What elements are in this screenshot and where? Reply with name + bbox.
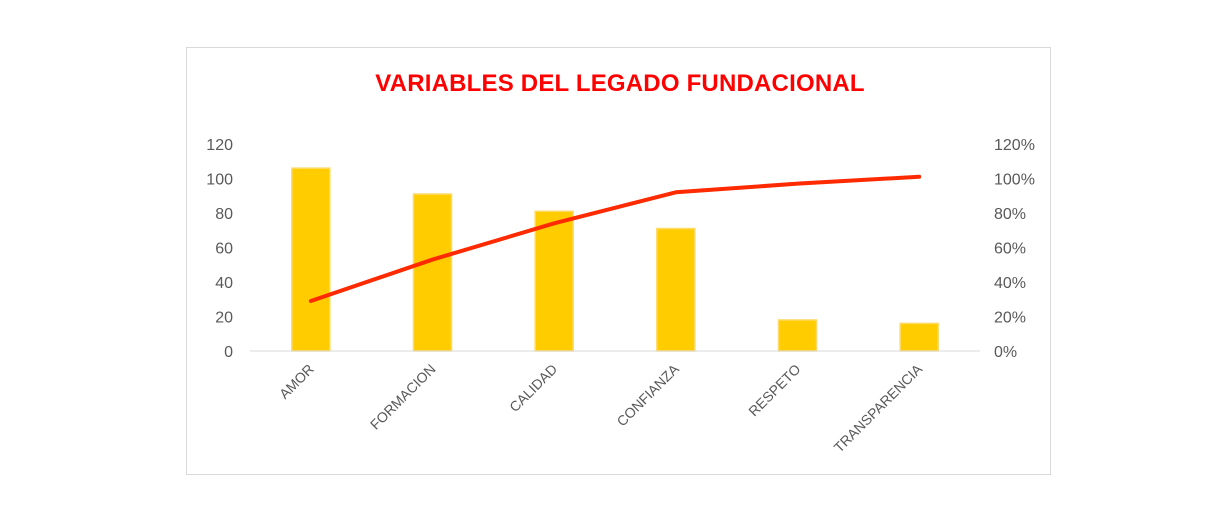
y-tick-label: 80 <box>215 206 233 223</box>
bar-transparencia <box>899 322 939 352</box>
y2-tick-label: 40% <box>994 275 1026 292</box>
cumulative-line <box>308 174 922 303</box>
x-tick-label: RESPETO <box>745 361 804 420</box>
x-tick-label: TRANSPARENCIA <box>831 360 926 455</box>
y-tick-label: 0 <box>224 344 233 361</box>
y-tick-label: 120 <box>206 137 233 154</box>
cumulative-line-series <box>308 174 922 303</box>
bar-formacion <box>412 193 453 352</box>
bar-series <box>291 167 939 352</box>
x-tick-label: AMOR <box>276 361 317 402</box>
y-tick-label: 60 <box>215 241 233 258</box>
y2-tick-label: 20% <box>994 310 1026 327</box>
y-tick-label: 20 <box>215 310 233 327</box>
x-tick-label: CALIDAD <box>506 361 560 415</box>
chart-title: VARIABLES DEL LEGADO FUNDACIONAL <box>375 70 865 97</box>
y-tick-label: 40 <box>215 275 233 292</box>
bar-respeto <box>777 319 818 352</box>
y2-tick-label: 0% <box>994 344 1017 361</box>
x-tick-label: FORMACION <box>367 361 439 433</box>
bar-calidad <box>534 210 574 352</box>
y2-tick-label: 80% <box>994 206 1026 223</box>
y2-tick-label: 60% <box>994 241 1026 258</box>
y2-tick-label: 120% <box>994 137 1035 154</box>
y-tick-label: 100 <box>206 172 233 189</box>
bar-confianza <box>656 227 696 352</box>
y2-tick-label: 100% <box>994 172 1035 189</box>
bar-amor <box>291 167 331 352</box>
x-tick-label: CONFIANZA <box>613 360 682 429</box>
